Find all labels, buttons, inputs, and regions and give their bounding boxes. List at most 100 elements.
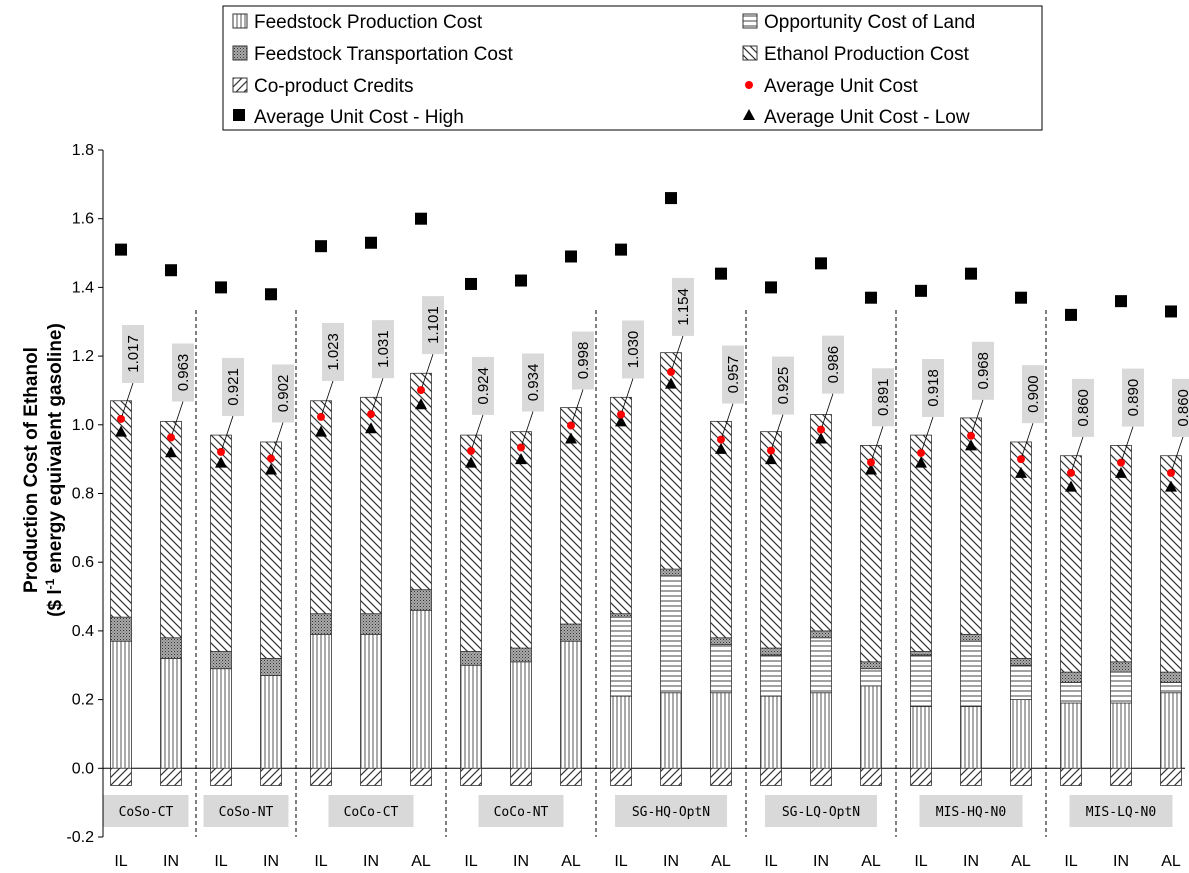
average-low-marker (1115, 466, 1127, 478)
value-label: 1.101 (425, 306, 442, 344)
bar-segment-coproduct-credits (560, 767, 582, 786)
bar-segment-feedstock-production (660, 692, 682, 769)
bar-segment-ethanol-production (210, 434, 232, 652)
value-label: 0.891 (875, 378, 892, 416)
average-marker (517, 443, 525, 452)
value-label-box (622, 320, 644, 379)
bar-segment-opportunity-land (860, 668, 882, 687)
group-label: CoSo-NT (219, 805, 274, 820)
average-high-marker (965, 267, 977, 280)
bar-segment-opportunity-land (610, 616, 632, 697)
bar-segment-coproduct-credits (760, 767, 782, 786)
group-label: CoCo-CT (344, 805, 399, 820)
legend-swatch-opportunity-land (742, 13, 758, 29)
legend-swatch-ethanol-production (742, 45, 758, 61)
value-label: 1.030 (625, 331, 642, 369)
x-category-label: IL (1064, 853, 1077, 870)
value-label-box (872, 368, 894, 427)
average-high-marker (415, 212, 427, 225)
average-marker (417, 386, 425, 395)
leader-line (521, 411, 534, 445)
bar-segment-ethanol-production (710, 420, 732, 639)
value-label: 1.023 (325, 333, 342, 371)
average-high-marker (215, 281, 227, 294)
group-label: SG-LQ-OptN (782, 805, 860, 820)
bar-segment-ethanol-production (160, 420, 182, 639)
leader-line (371, 378, 384, 412)
x-category-label: IN (513, 853, 529, 870)
bar-segment-feedstock-production (610, 695, 632, 769)
value-label: 1.154 (675, 288, 692, 326)
bar-segment-feedstock-production (210, 668, 232, 769)
bar-segment-feedstock-transportation (860, 661, 882, 670)
markers (115, 192, 1177, 492)
leader-line (771, 414, 784, 448)
group-label-box (765, 795, 877, 827)
average-low-marker (265, 463, 277, 475)
bar-segment-feedstock-production (360, 633, 382, 769)
x-category-label: AL (711, 853, 731, 870)
x-category-label: AL (561, 853, 581, 870)
bar-segment-ethanol-production (1010, 441, 1032, 659)
bar-segment-coproduct-credits (1010, 767, 1032, 786)
x-category-label: IN (1113, 853, 1129, 870)
bar-segment-ethanol-production (660, 352, 682, 570)
legend-item-average-low: Average Unit Cost - Low (743, 107, 970, 128)
average-low-marker (165, 446, 177, 458)
bar-segment-feedstock-transportation (560, 623, 582, 642)
legend-label-feedstock-production: Feedstock Production Cost (254, 12, 483, 33)
bar-segment-coproduct-credits (110, 767, 132, 786)
legend-label-feedstock-transportation: Feedstock Transportation Cost (254, 44, 513, 65)
average-high-marker (1065, 308, 1077, 321)
group-label: CoSo-CT (119, 805, 174, 820)
bar-segment-feedstock-transportation (360, 613, 382, 635)
bar-segment-ethanol-production (960, 417, 982, 635)
leader-line (871, 426, 884, 460)
value-label: 0.860 (1175, 389, 1189, 427)
bar-segment-feedstock-transportation (610, 613, 632, 618)
bar-segment-coproduct-credits (1110, 767, 1132, 786)
group-label-box (478, 795, 564, 827)
value-label-box (172, 343, 194, 402)
bar-segment-ethanol-production (910, 434, 932, 652)
bar-segment-feedstock-transportation (1160, 671, 1182, 683)
legend-marker-average-low (743, 109, 755, 120)
leader-line (1071, 436, 1084, 471)
value-label-box (922, 358, 944, 417)
average-marker (317, 412, 325, 421)
bar-segment-ethanol-production (460, 434, 482, 652)
leader-line (121, 382, 134, 417)
bars (110, 352, 1182, 786)
average-low-marker (515, 453, 527, 465)
average-high-marker (765, 281, 777, 294)
x-category-label: AL (1161, 853, 1181, 870)
legend-marker-average (745, 81, 753, 89)
x-category-label: AL (861, 853, 881, 870)
leader-line (621, 378, 634, 412)
bar-segment-feedstock-production (760, 695, 782, 769)
average-low-marker (965, 439, 977, 451)
x-category-label: IN (663, 853, 679, 870)
legend-label-average: Average Unit Cost (764, 76, 919, 97)
average-high-marker (1165, 305, 1177, 318)
bar-segment-coproduct-credits (360, 767, 382, 786)
leader-line (321, 380, 334, 415)
x-category-label: IL (764, 853, 777, 870)
bar-segment-coproduct-credits (1060, 767, 1082, 786)
bar-segment-feedstock-transportation (760, 647, 782, 656)
bar-segment-feedstock-production (860, 685, 882, 769)
average-marker (367, 410, 375, 419)
legend-label-coproduct-credits: Co-product Credits (254, 76, 413, 97)
average-marker (617, 410, 625, 419)
value-label-box (122, 324, 144, 383)
legend-label-average-low: Average Unit Cost - Low (764, 107, 970, 128)
average-high-marker (465, 277, 477, 290)
legend-item-coproduct-credits: Co-product Credits (232, 76, 413, 97)
average-marker (717, 435, 725, 444)
bar-segment-feedstock-production (1010, 699, 1032, 769)
average-low-marker (615, 415, 627, 427)
value-label: 0.924 (475, 367, 492, 405)
bar-segment-ethanol-production (560, 407, 582, 625)
leader-line (821, 393, 834, 427)
average-marker (867, 458, 875, 467)
